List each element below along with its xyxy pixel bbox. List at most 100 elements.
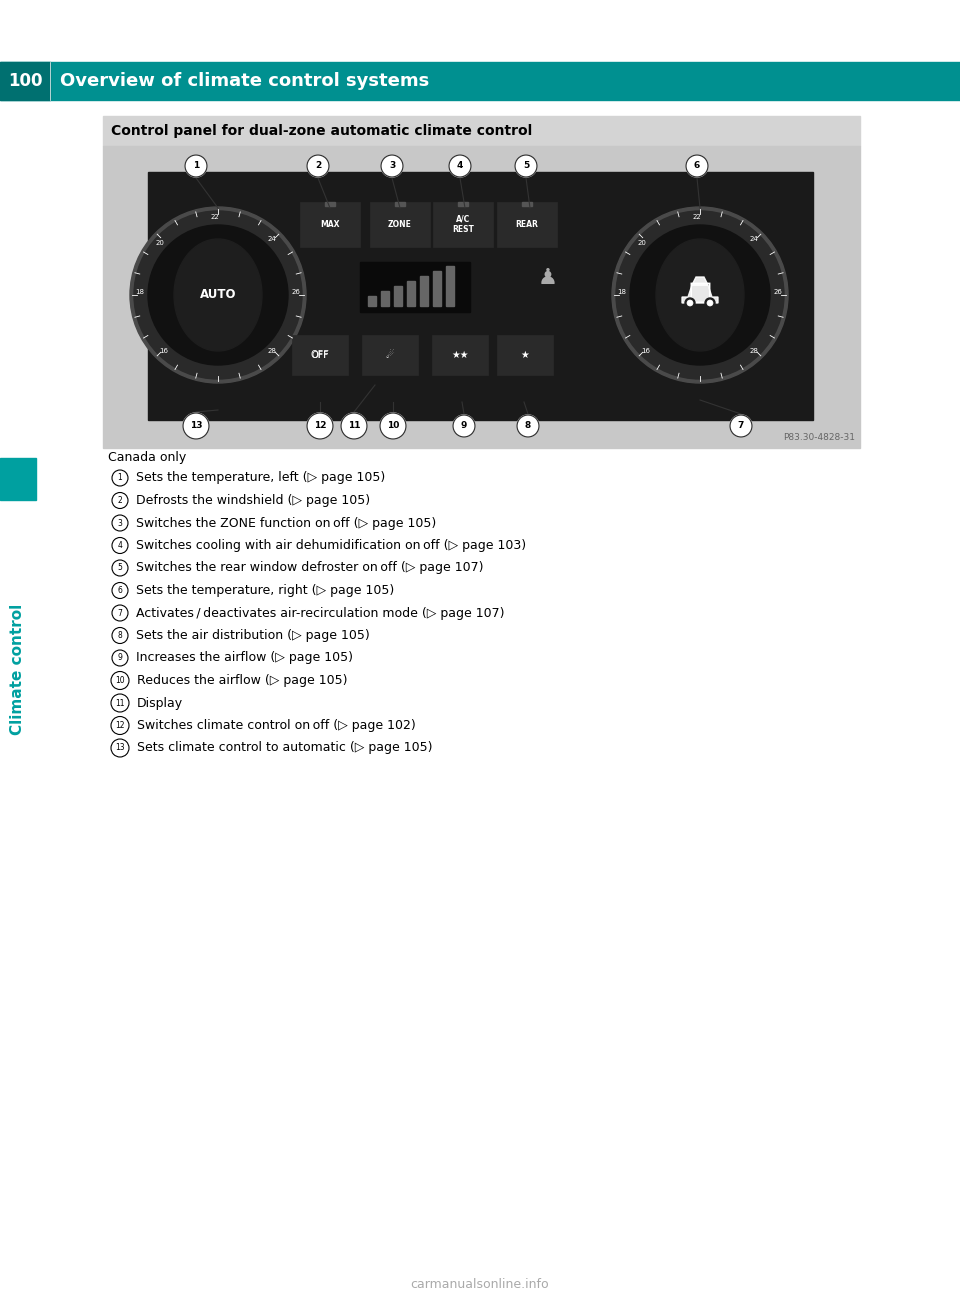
Text: Canada only: Canada only (108, 452, 186, 465)
Circle shape (730, 415, 752, 437)
Text: 16: 16 (159, 348, 168, 354)
Circle shape (705, 298, 715, 309)
Text: 22: 22 (693, 214, 702, 220)
Circle shape (111, 694, 129, 712)
Text: OFF: OFF (311, 350, 329, 359)
Bar (103, 116, 860, 146)
Polygon shape (682, 285, 718, 303)
Circle shape (112, 470, 128, 486)
Bar (407, 281, 415, 306)
Text: 8: 8 (118, 631, 122, 641)
Circle shape (616, 211, 784, 379)
Circle shape (130, 207, 306, 383)
Text: 10: 10 (115, 676, 125, 685)
Bar (522, 202, 532, 206)
Text: Switches the rear window defroster on off (▷ page 107): Switches the rear window defroster on of… (136, 561, 484, 574)
Circle shape (148, 225, 288, 365)
Bar (325, 202, 335, 206)
Text: carmanualsonline.info: carmanualsonline.info (411, 1279, 549, 1292)
Text: Sets the temperature, right (▷ page 105): Sets the temperature, right (▷ page 105) (136, 585, 395, 598)
Circle shape (112, 538, 128, 553)
Text: 18: 18 (135, 289, 145, 296)
Text: ☐: ☐ (687, 281, 712, 309)
Circle shape (112, 605, 128, 621)
Text: Switches cooling with air dehumidification on off (▷ page 103): Switches cooling with air dehumidificati… (136, 539, 526, 552)
Text: Sets the air distribution (▷ page 105): Sets the air distribution (▷ page 105) (136, 629, 370, 642)
Text: 10: 10 (387, 422, 399, 431)
Circle shape (449, 155, 471, 177)
Text: 4: 4 (117, 542, 123, 549)
Text: 4: 4 (457, 161, 463, 171)
Text: ★: ★ (520, 350, 529, 359)
Text: 26: 26 (292, 289, 300, 296)
Bar (433, 202, 493, 247)
Text: Sets climate control to automatic (▷ page 105): Sets climate control to automatic (▷ pag… (137, 742, 433, 754)
Text: 24: 24 (750, 236, 758, 242)
Polygon shape (692, 277, 708, 285)
Text: 12: 12 (115, 721, 125, 730)
Text: MAX: MAX (321, 220, 340, 229)
Text: 11: 11 (348, 422, 360, 431)
Text: 100: 100 (8, 72, 42, 90)
Text: 3: 3 (389, 161, 396, 171)
Text: ZONE: ZONE (388, 220, 412, 229)
Circle shape (517, 415, 539, 437)
Circle shape (341, 413, 367, 439)
Text: 13: 13 (190, 422, 203, 431)
Text: 7: 7 (738, 422, 744, 431)
Text: Display: Display (137, 697, 183, 710)
Text: 1: 1 (193, 161, 199, 171)
Ellipse shape (174, 240, 262, 352)
Ellipse shape (656, 240, 744, 352)
Text: 11: 11 (115, 698, 125, 707)
Circle shape (183, 413, 209, 439)
Bar (394, 286, 402, 306)
Circle shape (111, 716, 129, 734)
Circle shape (112, 628, 128, 643)
Bar (420, 276, 428, 306)
Circle shape (380, 413, 406, 439)
Circle shape (515, 155, 537, 177)
Circle shape (307, 155, 329, 177)
Text: 3: 3 (117, 518, 123, 527)
Text: 5: 5 (523, 161, 529, 171)
Text: 28: 28 (268, 348, 276, 354)
Circle shape (185, 155, 207, 177)
Circle shape (307, 413, 333, 439)
Circle shape (111, 740, 129, 756)
Circle shape (630, 225, 770, 365)
Text: Defrosts the windshield (▷ page 105): Defrosts the windshield (▷ page 105) (136, 493, 371, 506)
Circle shape (112, 560, 128, 575)
Bar (362, 335, 418, 375)
Text: 9: 9 (461, 422, 468, 431)
Text: OFF: OFF (311, 350, 328, 359)
Text: 9: 9 (117, 654, 123, 663)
Bar (497, 335, 553, 375)
Text: REAR: REAR (516, 220, 539, 229)
Text: 12: 12 (314, 422, 326, 431)
Text: 24: 24 (268, 236, 276, 242)
Text: Reduces the airflow (▷ page 105): Reduces the airflow (▷ page 105) (137, 674, 348, 687)
Bar (458, 202, 468, 206)
Text: 2: 2 (315, 161, 322, 171)
Text: Increases the airflow (▷ page 105): Increases the airflow (▷ page 105) (136, 651, 353, 664)
Circle shape (112, 492, 128, 509)
Bar (360, 262, 470, 312)
Text: ☄: ☄ (386, 350, 395, 359)
Text: P83.30-4828-31: P83.30-4828-31 (783, 434, 855, 441)
Text: 5: 5 (117, 564, 123, 573)
Circle shape (112, 516, 128, 531)
Text: 26: 26 (774, 289, 782, 296)
Text: Switches climate control on off (▷ page 102): Switches climate control on off (▷ page … (137, 719, 416, 732)
Text: 28: 28 (750, 348, 758, 354)
Circle shape (612, 207, 788, 383)
Circle shape (111, 672, 129, 690)
Text: Switches the ZONE function on off (▷ page 105): Switches the ZONE function on off (▷ pag… (136, 517, 436, 530)
Text: 20: 20 (156, 240, 164, 246)
Circle shape (687, 299, 693, 306)
Bar (292, 335, 348, 375)
Bar (497, 202, 557, 247)
Bar (381, 292, 389, 306)
Circle shape (134, 211, 302, 379)
Bar (432, 335, 488, 375)
